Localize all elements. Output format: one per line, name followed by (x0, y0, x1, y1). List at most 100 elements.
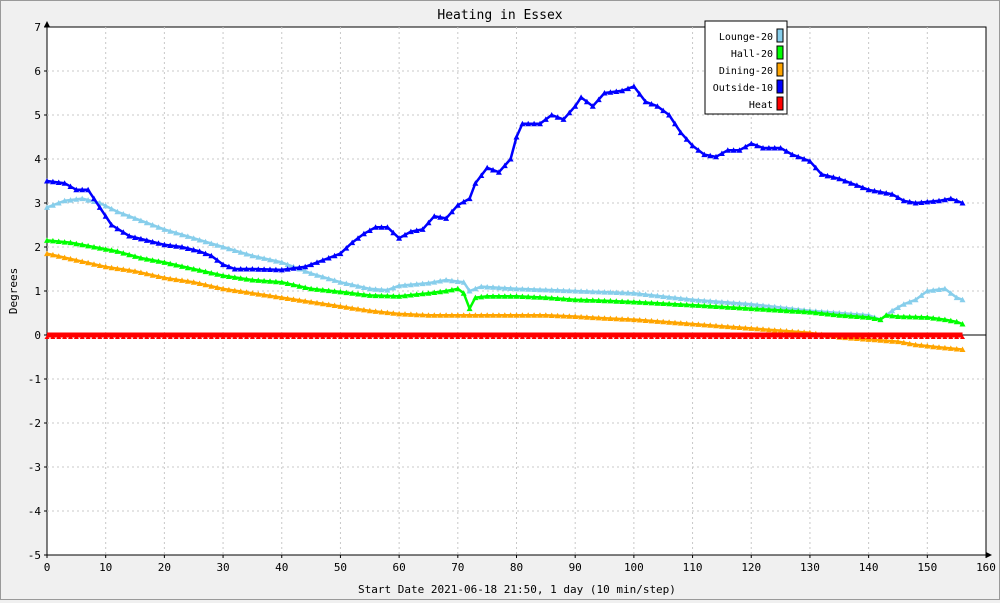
data-point (677, 301, 684, 307)
data-point (272, 266, 279, 273)
data-point (349, 335, 355, 339)
data-point (173, 276, 180, 283)
data-point (578, 288, 585, 294)
data-point (595, 96, 602, 103)
data-point (595, 288, 602, 295)
data-point (132, 253, 138, 259)
data-point (672, 319, 678, 326)
data-point (225, 286, 232, 293)
x-tick-label: 140 (859, 561, 879, 574)
x-tick-label: 100 (624, 561, 644, 574)
data-point (625, 335, 631, 339)
data-point (319, 300, 326, 307)
data-point (431, 213, 438, 219)
data-point (67, 335, 73, 339)
data-point (554, 114, 561, 120)
data-point (789, 151, 796, 158)
data-point (895, 304, 901, 310)
series-hall-20 (44, 237, 966, 327)
data-point (572, 296, 579, 303)
data-point (155, 240, 162, 246)
data-point (461, 335, 467, 339)
data-point (402, 282, 408, 288)
data-point (149, 257, 156, 263)
data-point (255, 277, 262, 283)
data-point (202, 281, 209, 288)
data-point (742, 335, 748, 339)
data-point (472, 312, 479, 318)
data-point (918, 335, 924, 339)
data-point (231, 266, 238, 272)
legend-swatch (776, 79, 784, 94)
data-point (572, 335, 578, 339)
legend-swatch (776, 28, 784, 43)
data-point (877, 316, 884, 323)
data-point (237, 288, 244, 294)
data-point (319, 273, 326, 280)
data-point (208, 270, 215, 276)
data-point (918, 292, 925, 298)
data-point (102, 202, 109, 209)
data-point (583, 314, 590, 320)
data-point (490, 293, 496, 299)
data-point (167, 335, 173, 339)
y-tick-label: 5 (34, 109, 41, 122)
data-point (49, 237, 56, 244)
data-point (308, 261, 315, 268)
data-point (601, 297, 608, 304)
data-point (918, 342, 925, 348)
y-tick-label: 3 (34, 197, 41, 210)
data-point (924, 335, 930, 339)
data-point (49, 178, 56, 185)
data-point (308, 335, 314, 339)
data-point (302, 298, 309, 304)
data-point (883, 312, 890, 318)
data-point (742, 325, 749, 331)
data-point (73, 196, 80, 202)
data-point (267, 266, 273, 272)
data-point (754, 306, 761, 312)
data-point (889, 338, 896, 344)
data-point (871, 335, 877, 339)
data-point (654, 292, 661, 299)
data-point (812, 164, 819, 171)
data-point (44, 178, 50, 184)
data-point (566, 313, 573, 319)
data-point (507, 293, 514, 299)
data-point (701, 321, 708, 328)
data-point (548, 295, 555, 301)
data-point (889, 191, 896, 197)
data-point (484, 164, 491, 171)
data-point (496, 335, 502, 339)
data-point (613, 315, 620, 322)
data-point (754, 301, 761, 308)
data-point (79, 258, 86, 264)
data-point (654, 300, 661, 306)
data-point (320, 335, 326, 339)
data-point (91, 195, 97, 202)
data-point (367, 335, 373, 339)
y-tick-label: 6 (34, 65, 41, 78)
data-point (466, 312, 473, 318)
data-point (718, 303, 725, 310)
data-point (214, 257, 221, 263)
data-point (895, 313, 901, 319)
data-point (595, 314, 602, 321)
data-point (161, 259, 168, 265)
data-point (402, 311, 408, 317)
data-point (407, 292, 414, 298)
data-point (707, 335, 713, 339)
data-point (930, 287, 937, 293)
data-point (261, 335, 267, 339)
data-point (85, 197, 92, 203)
data-point (930, 335, 936, 339)
data-point (202, 250, 209, 257)
data-point (942, 335, 948, 339)
data-point (267, 256, 273, 263)
data-point (173, 229, 180, 236)
data-point (50, 335, 56, 339)
data-point (754, 325, 761, 332)
data-point (900, 301, 907, 307)
x-tick-label: 50 (334, 561, 347, 574)
data-point (648, 101, 655, 107)
